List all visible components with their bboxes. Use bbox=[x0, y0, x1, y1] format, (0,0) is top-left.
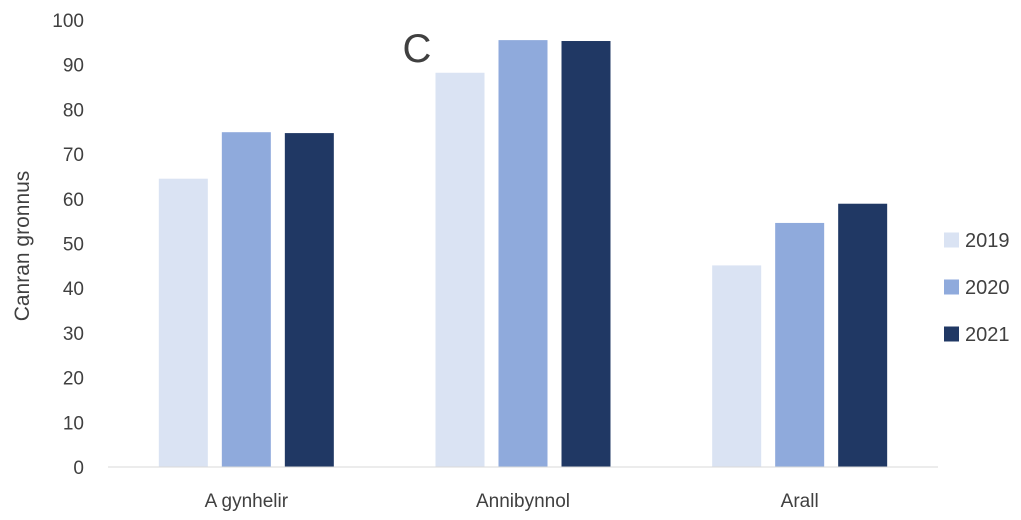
legend-label-2021: 2021 bbox=[965, 324, 1010, 346]
bar-2019-annibynnol bbox=[435, 72, 485, 467]
legend-label-2020: 2020 bbox=[965, 277, 1010, 299]
legend-swatch-2019 bbox=[944, 232, 959, 248]
legend-swatch-2020 bbox=[944, 279, 959, 295]
legend-swatch-2021 bbox=[944, 326, 959, 342]
bar-2020-annibynnol bbox=[498, 40, 548, 468]
bar-2021-annibynnol bbox=[561, 41, 611, 467]
x-tick-label: Arall bbox=[781, 491, 819, 512]
y-tick-label: 30 bbox=[63, 324, 84, 345]
y-axis-ticks: 0 10 20 30 40 50 60 70 80 90 100 bbox=[52, 11, 84, 479]
y-tick-label: 40 bbox=[63, 279, 84, 300]
x-axis-ticks: A gynhelir Annibynnol Arall bbox=[205, 491, 819, 512]
y-tick-label: 50 bbox=[63, 235, 84, 256]
bar-2020-a-gynhelir bbox=[221, 132, 271, 467]
y-tick-label: 100 bbox=[52, 11, 84, 32]
x-tick-label: A gynhelir bbox=[205, 491, 289, 512]
bar-2021-arall bbox=[838, 203, 888, 467]
bar-2020-arall bbox=[775, 222, 825, 467]
bars bbox=[158, 40, 888, 468]
y-tick-label: 90 bbox=[63, 56, 84, 77]
bar-2019-arall bbox=[712, 265, 762, 467]
x-tick-label: Annibynnol bbox=[476, 491, 570, 512]
y-tick-label: 60 bbox=[63, 190, 84, 211]
y-tick-label: 0 bbox=[73, 458, 84, 479]
y-tick-label: 80 bbox=[63, 100, 84, 121]
legend: 2019 2020 2021 bbox=[944, 230, 1010, 346]
y-tick-label: 70 bbox=[63, 145, 84, 166]
bar-2019-a-gynhelir bbox=[158, 178, 208, 467]
y-tick-label: 10 bbox=[63, 413, 84, 434]
legend-label-2019: 2019 bbox=[965, 230, 1010, 252]
bar-2021-a-gynhelir bbox=[284, 133, 334, 467]
y-axis-title: Canran gronnus bbox=[11, 171, 34, 322]
y-tick-label: 20 bbox=[63, 369, 84, 390]
chart-title: C bbox=[403, 27, 432, 71]
